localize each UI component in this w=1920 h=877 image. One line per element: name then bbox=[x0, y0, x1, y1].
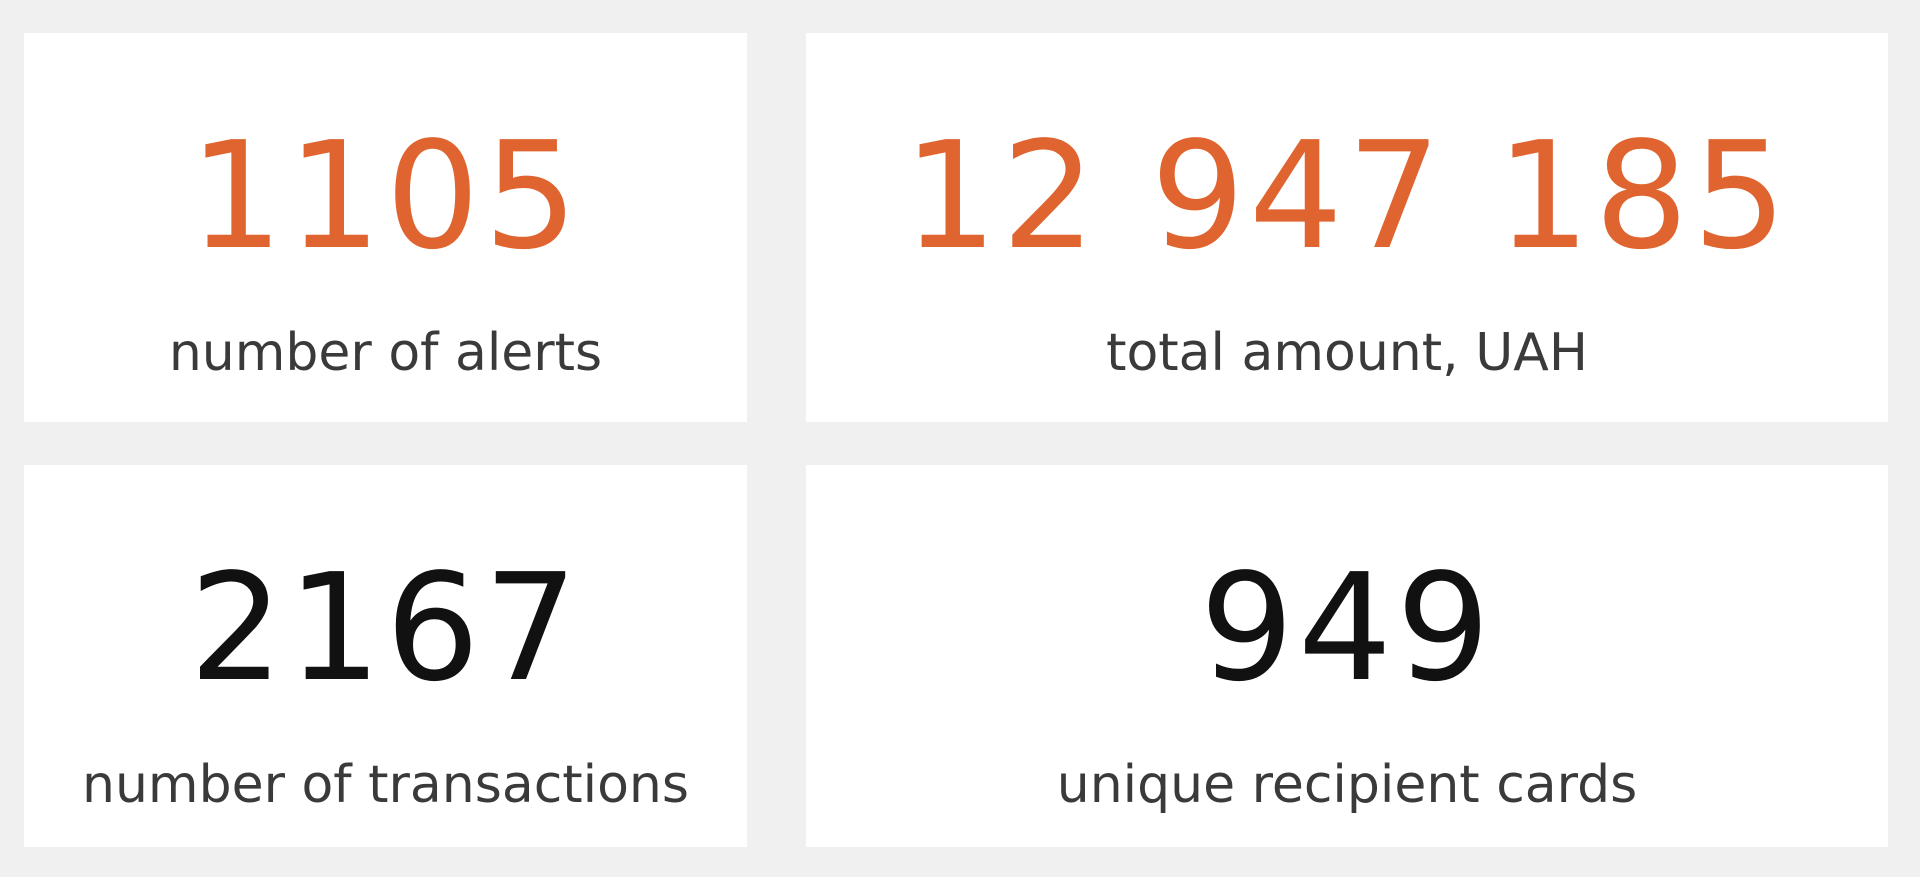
kpi-label: number of transactions bbox=[82, 755, 689, 815]
kpi-value: 1105 bbox=[189, 110, 582, 282]
kpi-value: 949 bbox=[1199, 542, 1495, 714]
kpi-card: 2167 number of transactions bbox=[24, 465, 747, 847]
kpi-card: 12 947 185 total amount, UAH bbox=[806, 33, 1888, 422]
kpi-card: 949 unique recipient cards bbox=[806, 465, 1888, 847]
kpi-label: total amount, UAH bbox=[1106, 323, 1588, 383]
kpi-card: 1105 number of alerts bbox=[24, 33, 747, 422]
kpi-value: 2167 bbox=[189, 542, 582, 714]
kpi-value: 12 947 185 bbox=[903, 110, 1791, 282]
kpi-label: number of alerts bbox=[168, 323, 603, 383]
kpi-label: unique recipient cards bbox=[1056, 755, 1638, 815]
